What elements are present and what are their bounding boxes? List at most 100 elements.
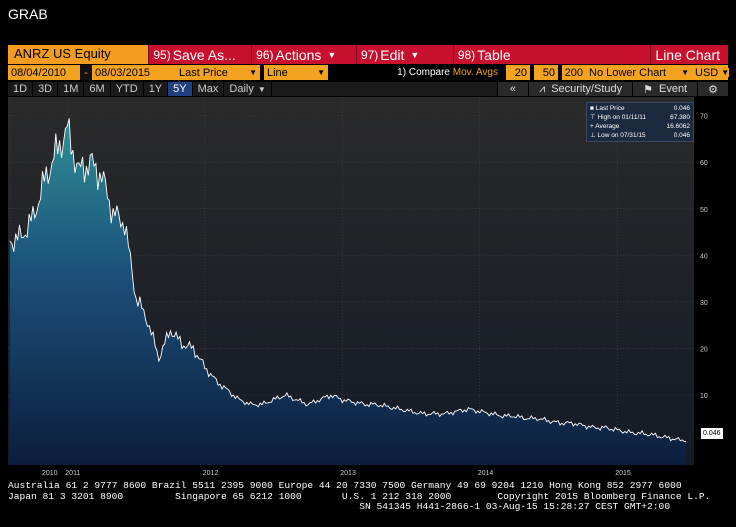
footer-line-1: Australia 61 2 9777 8600 Brazil 5511 239…: [8, 480, 682, 491]
y-tick-label: 50: [700, 207, 708, 214]
params-bar: 08/04/2010 - 08/03/2015 Last Price ▼ Lin…: [8, 65, 730, 80]
line-chart-icon: ⩘: [538, 82, 546, 95]
currency-select[interactable]: USD ▼: [692, 65, 730, 80]
legend-last-price-value: 0.046: [673, 105, 690, 112]
period-tab-1y[interactable]: 1Y: [144, 82, 169, 96]
settings-button[interactable]: ⚙: [697, 82, 728, 96]
period-tab-1m[interactable]: 1M: [58, 82, 85, 96]
period-tab-3d[interactable]: 3D: [33, 82, 59, 96]
lower-chart-value: No Lower Chart: [589, 66, 667, 79]
period-tab-6m[interactable]: 6M: [84, 82, 111, 96]
legend-low: ⊥ Low on 07/31/15 0.046: [590, 131, 690, 140]
window-title: GRAB: [8, 6, 48, 22]
legend-low-label: Low on 07/31/15: [597, 132, 646, 139]
y-tick-label: 60: [700, 160, 708, 167]
style-select[interactable]: Line ▼: [264, 65, 328, 80]
low-marker-icon: ⊥: [590, 132, 596, 139]
high-marker-icon: ⊤: [590, 114, 596, 121]
chevron-down-icon: ▼: [246, 68, 257, 77]
chevron-down-icon: ▼: [678, 68, 689, 77]
event-button[interactable]: ⚑ Event: [632, 82, 698, 96]
chevron-down-icon: ▼: [257, 84, 266, 94]
flag-icon: ⚑: [643, 83, 653, 96]
x-tick-label: 2013: [340, 470, 356, 477]
compare-text: Compare: [408, 67, 450, 78]
period-tab-5y[interactable]: 5Y: [168, 82, 193, 96]
legend-average: + Average 16.6062: [590, 122, 690, 131]
security-study-button[interactable]: ⩘ Security/Study: [527, 82, 633, 96]
security-study-label: Security/Study: [551, 83, 623, 95]
gear-icon: ⚙: [708, 83, 718, 96]
lower-chart-select[interactable]: No Lower Chart ▼: [586, 65, 692, 80]
legend-avg-label: Average: [595, 123, 620, 130]
legend-high: ⊤ High on 01/11/11 67.380: [590, 113, 690, 122]
compare-num: 1): [397, 67, 407, 78]
y-tick-label: 30: [700, 300, 708, 307]
table-num: 98): [457, 47, 476, 62]
period-tab-max[interactable]: Max: [193, 82, 225, 96]
footer-line-2: Japan 81 3 3201 8900 Singapore 65 6212 1…: [8, 490, 711, 502]
footer-contacts: Australia 61 2 9777 8600 Brazil 5511 239…: [8, 480, 728, 513]
date-separator: -: [80, 65, 92, 80]
ticker-field[interactable]: ANRZ US Equity: [8, 45, 149, 64]
mov-avgs-label: Mov. Avgs: [452, 67, 498, 78]
table-label: Table: [477, 46, 511, 63]
actions-label: Actions: [275, 46, 322, 63]
save-as-num: 95): [153, 47, 171, 62]
legend-high-label: High on 01/11/11: [597, 114, 647, 121]
edit-menu[interactable]: 97) Edit ▼: [355, 45, 453, 64]
chart-legend[interactable]: ■ Last Price 0.046 ⊤ High on 01/11/11 67…: [586, 102, 694, 142]
chevron-down-icon: ▼: [314, 68, 325, 77]
chart-type-button[interactable]: Line Chart: [650, 45, 728, 64]
x-tick-label: 2011: [65, 470, 80, 477]
ma-50-field[interactable]: 50: [534, 65, 558, 80]
average-marker-icon: +: [590, 123, 594, 130]
y-tick-label: 40: [700, 253, 708, 260]
currency-value: USD: [695, 66, 719, 79]
save-as-button[interactable]: 95) Save As...: [148, 45, 252, 64]
start-date-field[interactable]: 08/04/2010: [8, 65, 80, 80]
period-tab-ytd[interactable]: YTD: [111, 82, 144, 96]
edit-num: 97): [360, 47, 379, 62]
y-tick-label: 10: [700, 393, 708, 400]
frequency-value: Daily: [229, 83, 254, 95]
x-tick-label: 2014: [478, 470, 494, 477]
price-chart[interactable]: 10 20 30 40 50 60 70 2010 2011 2012 2013 2014 2015: [8, 97, 728, 477]
legend-avg-value: 16.6062: [666, 123, 691, 130]
period-tab-1d[interactable]: 1D: [8, 82, 34, 96]
period-tabs: 1D 3D 1M 6M YTD 1Y 5Y Max: [8, 82, 225, 96]
y-tick-label: 70: [700, 114, 708, 121]
chevron-down-icon: ▼: [327, 49, 337, 60]
price-area: [10, 118, 686, 466]
legend-last-price-label: Last Price: [595, 105, 625, 112]
legend-last-price: ■ Last Price 0.046: [590, 104, 690, 113]
field-select[interactable]: Last Price ▼: [176, 65, 260, 80]
chevron-down-icon: ▼: [410, 49, 420, 60]
style-select-value: Line: [267, 66, 288, 79]
save-as-label: Save As...: [172, 46, 236, 63]
footer-line-3: SN 541345 H441-2866-1 03-Aug-15 15:28:27…: [8, 501, 671, 512]
x-tick-label: 2010: [42, 470, 58, 477]
x-tick-label: 2015: [615, 470, 631, 477]
period-bar: 1D 3D 1M 6M YTD 1Y 5Y Max Daily ▼ « ⩘ Security/…: [8, 82, 728, 96]
x-tick-label: 2012: [203, 470, 219, 477]
ma-20-field[interactable]: 20: [506, 65, 530, 80]
price-line: [9, 118, 686, 442]
collapse-button[interactable]: «: [496, 82, 528, 96]
legend-low-value: 0.046: [673, 132, 690, 139]
end-date-field[interactable]: 08/03/2015: [92, 65, 176, 80]
field-select-value: Last Price: [179, 66, 228, 79]
compare-label[interactable]: 1) Compare Mov. Avgs: [393, 65, 502, 80]
actions-menu[interactable]: 96) Actions ▼: [251, 45, 356, 64]
actions-num: 96): [256, 47, 274, 62]
toolbar: ANRZ US Equity 95) Save As... 96) Action…: [8, 45, 728, 64]
frequency-select[interactable]: Daily ▼: [224, 82, 272, 96]
ma-200-field[interactable]: 200: [562, 65, 586, 80]
table-button[interactable]: 98) Table: [452, 45, 651, 64]
chevron-down-icon: ▼: [718, 68, 730, 77]
y-tick-label: 20: [700, 347, 708, 354]
edit-label: Edit: [380, 46, 405, 63]
legend-high-value: 67.380: [670, 114, 690, 121]
square-icon: ■: [590, 105, 594, 112]
event-label: Event: [658, 83, 688, 95]
